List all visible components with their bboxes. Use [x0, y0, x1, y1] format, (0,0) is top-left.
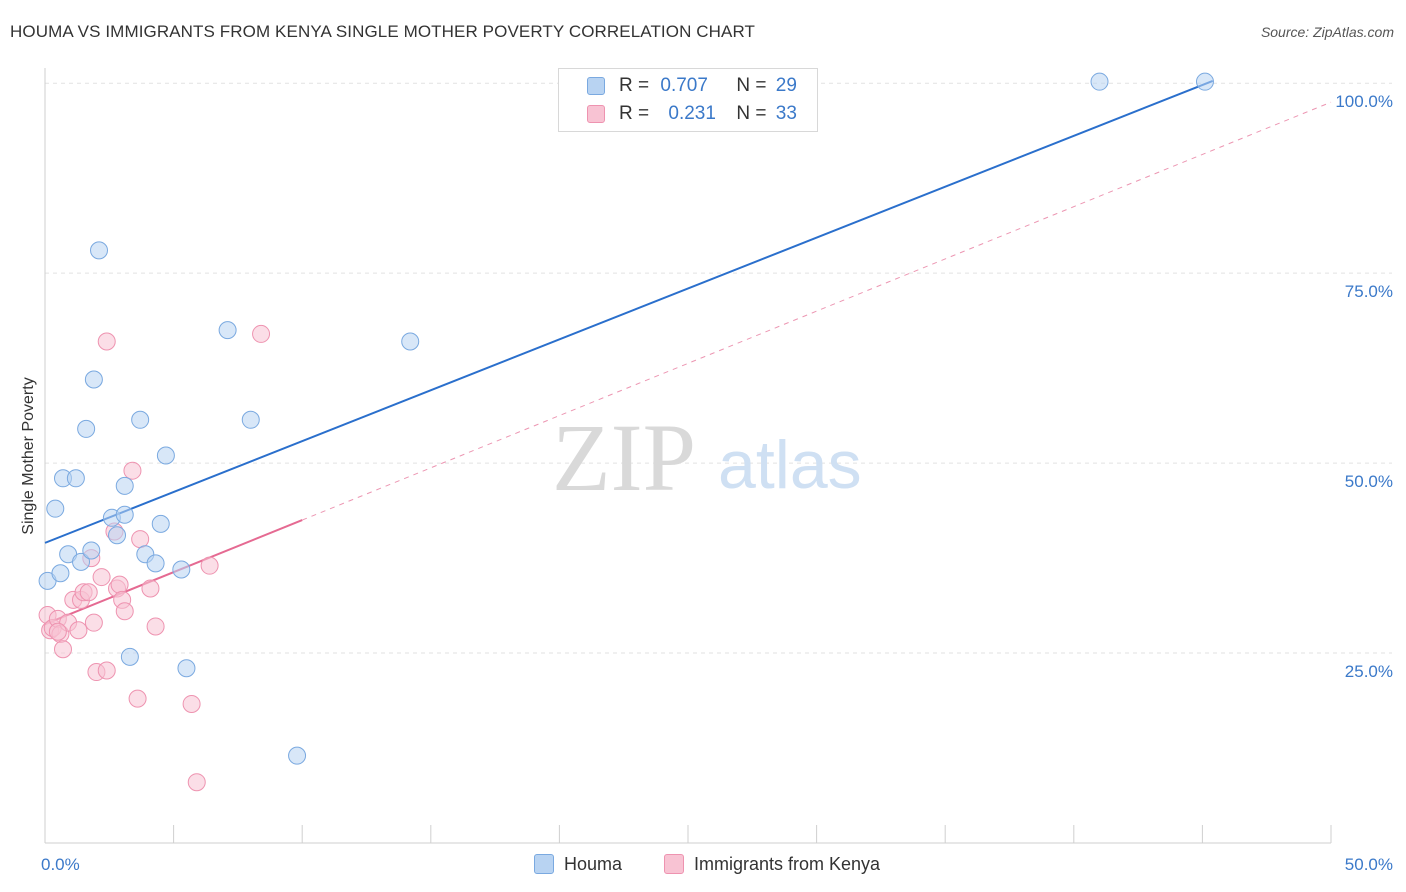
kenya-legend-swatch: [664, 854, 684, 874]
kenya-point: [110, 575, 129, 594]
y-tick-label: 75.0%: [1345, 282, 1393, 301]
houma-point: [156, 446, 175, 465]
kenya-point: [141, 579, 160, 598]
r-label: R =: [619, 103, 655, 124]
kenya-point: [97, 661, 116, 680]
tick-labels: 25.0% 50.0% 75.0% 100.0% 0.0% 50.0%: [41, 92, 1393, 874]
y-tick-label: 25.0%: [1345, 662, 1393, 681]
kenya-point: [146, 617, 165, 636]
houma-point: [115, 505, 134, 524]
legend-label-kenya: Immigrants from Kenya: [694, 853, 881, 874]
axes: [44, 68, 1332, 844]
legend-row-kenya: R = 0.231 N = 33: [587, 101, 797, 127]
y-tick-label: 50.0%: [1345, 472, 1393, 491]
houma-point: [51, 564, 70, 583]
houma-point: [72, 552, 91, 571]
kenya-point: [92, 568, 111, 587]
houma-point: [288, 746, 307, 765]
gridlines: [45, 82, 1392, 654]
legend-label-houma: Houma: [564, 853, 623, 874]
legend-item-houma[interactable]: Houma: [534, 852, 622, 876]
houma-point: [1090, 72, 1109, 91]
houma-point: [66, 469, 85, 488]
n-label: N =: [736, 103, 772, 124]
chart-title: HOUMA VS IMMIGRANTS FROM KENYA SINGLE MO…: [10, 22, 756, 41]
y-axis-title: Single Mother Poverty: [20, 377, 37, 534]
legend-row-houma: R = 0.707 N = 29: [587, 73, 797, 99]
houma-trend-line: [44, 79, 1214, 544]
houma-point: [241, 410, 260, 429]
houma-point: [172, 560, 191, 579]
kenya-point: [79, 583, 98, 602]
x-tick-label: 50.0%: [1345, 855, 1393, 874]
houma-legend-swatch: [534, 854, 554, 874]
kenya-point: [69, 621, 88, 640]
houma-point: [108, 526, 127, 545]
x-tick-label: 0.0%: [41, 855, 80, 874]
watermark: ZIP atlas: [552, 404, 862, 511]
r-value: 0.707: [660, 75, 708, 96]
kenya-point: [48, 622, 67, 641]
kenya-point: [252, 324, 271, 343]
kenya-point: [128, 689, 147, 708]
houma-point: [177, 659, 196, 678]
houma-point: [90, 241, 109, 260]
kenya-swatch: [587, 105, 605, 123]
kenya-point: [97, 332, 116, 351]
data-points: [38, 72, 1214, 792]
houma-point: [82, 541, 101, 560]
n-label: N =: [736, 75, 772, 96]
legend-item-kenya[interactable]: Immigrants from Kenya: [664, 852, 880, 876]
n-value: 29: [775, 75, 797, 96]
houma-point: [1195, 72, 1214, 91]
houma-point: [115, 476, 134, 495]
kenya-point: [200, 556, 219, 575]
kenya-point: [115, 602, 134, 621]
houma-point: [131, 410, 150, 429]
r-label: R =: [619, 75, 655, 96]
trend-lines: [44, 79, 1332, 626]
kenya-point: [123, 461, 142, 480]
kenya-point: [182, 694, 201, 713]
watermark-zip: ZIP: [552, 404, 696, 511]
kenya-point: [84, 613, 103, 632]
houma-point: [146, 554, 165, 573]
houma-point: [77, 419, 96, 438]
houma-point: [84, 370, 103, 389]
y-tick-label: 100.0%: [1335, 92, 1393, 111]
houma-point: [218, 321, 237, 340]
houma-point: [151, 514, 170, 533]
houma-point: [120, 647, 139, 666]
r-value: 0.231: [668, 103, 716, 124]
stats-legend: R = 0.707 N = 29 R = 0.231 N = 33: [558, 68, 818, 132]
n-value: 33: [775, 103, 797, 124]
kenya-point: [131, 530, 150, 549]
kenya-point: [54, 640, 73, 659]
kenya-point: [187, 773, 206, 792]
houma-point: [401, 332, 420, 351]
houma-point: [46, 499, 65, 518]
houma-swatch: [587, 77, 605, 95]
source-label: Source: ZipAtlas.com: [1260, 24, 1394, 40]
watermark-atlas: atlas: [718, 427, 862, 503]
